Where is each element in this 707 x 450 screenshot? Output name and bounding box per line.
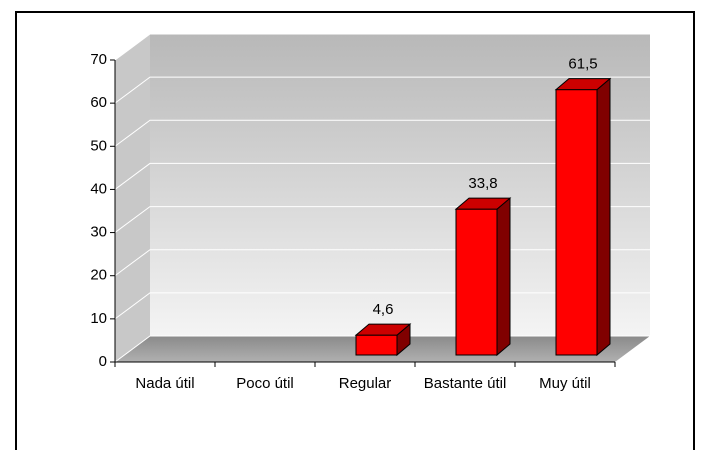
bar-face: [555, 89, 598, 356]
bar-face: [455, 208, 498, 356]
bar-face: [354, 323, 412, 336]
side-wall: [115, 34, 150, 362]
y-tick-label: 60: [90, 94, 107, 111]
chart-frame: [15, 11, 695, 450]
y-tick-label: 70: [90, 51, 107, 68]
y-tick-label: 30: [90, 224, 107, 241]
x-tick-label: Bastante útil: [423, 375, 507, 392]
value-label: 33,8: [468, 175, 497, 192]
bar-face: [596, 77, 611, 357]
y-tick-label: 20: [90, 267, 107, 284]
grid-line: [114, 119, 650, 147]
bar: [454, 197, 512, 357]
x-tick-label: Nada útil: [135, 375, 195, 392]
bar-face: [554, 78, 612, 91]
value-label: 61,5: [568, 56, 597, 73]
value-label: 4,6: [373, 301, 394, 318]
y-tick-label: 40: [90, 180, 107, 197]
y-tick-label: 0: [99, 353, 107, 370]
bar-face: [454, 197, 512, 210]
grid-line: [114, 162, 650, 190]
y-tick-label: 10: [90, 310, 107, 327]
y-tick-label: 50: [90, 137, 107, 154]
grid-line: [114, 33, 650, 61]
grid-line: [114, 76, 650, 104]
x-tick-label: Regular: [338, 375, 392, 392]
x-tick-label: Poco útil: [236, 375, 294, 392]
bar: [554, 77, 612, 357]
bar-face: [496, 197, 511, 357]
bar-face: [355, 334, 398, 356]
x-tick-label: Muy útil: [539, 375, 591, 392]
bar: [354, 323, 412, 357]
